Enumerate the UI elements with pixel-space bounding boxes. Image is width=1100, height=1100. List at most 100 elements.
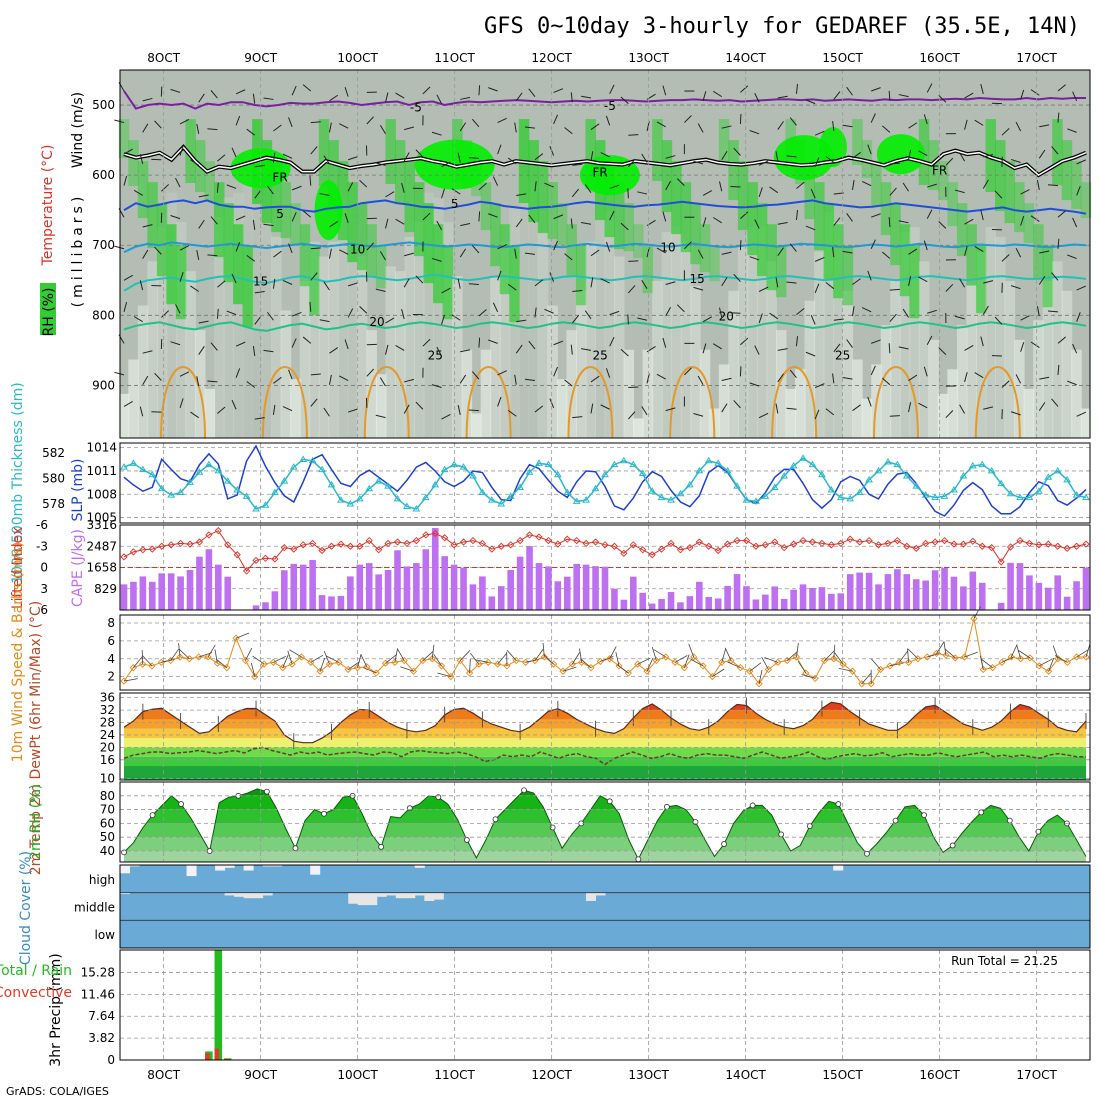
cape-bar bbox=[592, 566, 599, 610]
contour-label: FR bbox=[593, 166, 608, 180]
wind-barb bbox=[749, 382, 760, 387]
rh-green-patch bbox=[623, 203, 635, 252]
dry-column bbox=[528, 182, 539, 438]
wind-barb bbox=[570, 344, 573, 355]
cape-bar bbox=[875, 584, 882, 610]
cloud-gap bbox=[376, 892, 387, 897]
wind-barb bbox=[908, 374, 918, 381]
wind-barb bbox=[459, 248, 467, 258]
wind-barb-10m bbox=[1054, 655, 1068, 663]
wind-barb bbox=[196, 250, 200, 261]
wind-barb bbox=[323, 281, 330, 291]
wind-barb bbox=[814, 283, 820, 294]
wind-barb bbox=[310, 398, 318, 407]
wind-barb-10m bbox=[400, 666, 414, 672]
wind-barb bbox=[404, 378, 414, 383]
li-tick: -6 bbox=[36, 518, 48, 532]
cape-bar bbox=[611, 588, 618, 610]
wind-barb bbox=[497, 117, 507, 124]
dry-column bbox=[947, 369, 958, 438]
wind-barb bbox=[216, 182, 219, 193]
isotherm-25-loop bbox=[974, 366, 1021, 439]
upper-frame bbox=[119, 69, 1091, 439]
wind-barb-10m bbox=[437, 672, 451, 677]
wind-barb bbox=[870, 113, 876, 123]
cloud-gap bbox=[262, 892, 273, 896]
wind-barb bbox=[609, 210, 615, 221]
wind-barb bbox=[945, 283, 954, 292]
wind-barb bbox=[926, 83, 933, 93]
wind-barb bbox=[1020, 89, 1025, 100]
wind-tick: 2 bbox=[107, 670, 115, 684]
cape-bar bbox=[752, 599, 760, 610]
thickness-point bbox=[714, 459, 723, 466]
wind-barb bbox=[422, 338, 431, 347]
precip-convective-bar bbox=[205, 1053, 210, 1060]
wind-barb bbox=[795, 210, 799, 221]
wind-barb bbox=[620, 96, 629, 105]
wind-barb bbox=[179, 371, 190, 377]
isotherm-freezing-inner bbox=[123, 145, 1087, 177]
cape-bar bbox=[828, 593, 835, 610]
wind-barb bbox=[833, 318, 844, 321]
rh-green-patch bbox=[385, 119, 396, 185]
wind-barb bbox=[571, 314, 579, 324]
wind-barb bbox=[267, 311, 274, 321]
thickness-point bbox=[506, 492, 515, 499]
lifted-index-point bbox=[940, 536, 949, 545]
wind-speed-point bbox=[465, 669, 474, 677]
rh-green-patch bbox=[604, 161, 616, 238]
cloud-gap bbox=[833, 865, 844, 871]
wind-barb-10m bbox=[214, 649, 218, 664]
cloud-gap bbox=[186, 865, 197, 877]
wind-barb-10m bbox=[235, 632, 250, 639]
thickness-point bbox=[799, 454, 807, 461]
contour-label: 25 bbox=[428, 349, 443, 363]
temp-tick: 36 bbox=[100, 691, 115, 705]
dry-column bbox=[337, 197, 349, 438]
cape-bar bbox=[846, 574, 854, 610]
wind-barb-10m bbox=[506, 649, 517, 661]
wind-barb bbox=[605, 115, 611, 126]
wind-barb bbox=[959, 152, 966, 162]
wind-barb bbox=[252, 93, 256, 104]
rh-green-patch bbox=[585, 119, 596, 190]
wind-barb bbox=[175, 177, 181, 188]
wind-barb bbox=[954, 315, 965, 320]
dry-column bbox=[471, 413, 482, 438]
wind-barb bbox=[401, 309, 405, 319]
wind-barb bbox=[375, 288, 386, 292]
wind-barb bbox=[733, 400, 741, 409]
wind-barb bbox=[769, 312, 779, 320]
wind-barb bbox=[226, 310, 237, 316]
rh-green-patch bbox=[690, 203, 701, 265]
cape-bar bbox=[950, 576, 958, 610]
wind-speed-point bbox=[549, 660, 558, 668]
wind-barb-10m bbox=[142, 655, 153, 667]
lifted-index-point bbox=[1072, 542, 1081, 550]
thickness-point bbox=[355, 494, 364, 502]
cape-bar bbox=[1026, 575, 1033, 610]
rh-bright-green bbox=[876, 134, 925, 175]
wind-barb-10m bbox=[1048, 658, 1055, 672]
wind-barb bbox=[310, 146, 318, 155]
wind-barb bbox=[719, 307, 723, 318]
wind-barb bbox=[515, 344, 523, 354]
cape-bar bbox=[299, 564, 307, 610]
lifted-index-point bbox=[186, 540, 194, 548]
wind-barb bbox=[980, 210, 984, 221]
wind-barb bbox=[888, 217, 891, 228]
rh-green-patch bbox=[166, 224, 177, 305]
pressure-tick: 500 bbox=[92, 98, 115, 112]
wind-speed-point bbox=[521, 658, 530, 666]
wind-barb bbox=[810, 315, 816, 325]
wind-barb bbox=[344, 339, 349, 350]
wind-barb-10m bbox=[534, 648, 544, 661]
thickness-point bbox=[601, 470, 609, 478]
wind-barb bbox=[196, 123, 200, 134]
wind-barb-10m bbox=[721, 648, 726, 663]
thickness-point bbox=[591, 484, 600, 492]
wind-speed-point bbox=[531, 656, 539, 665]
dry-column bbox=[194, 330, 206, 438]
thickness-point bbox=[120, 463, 128, 470]
